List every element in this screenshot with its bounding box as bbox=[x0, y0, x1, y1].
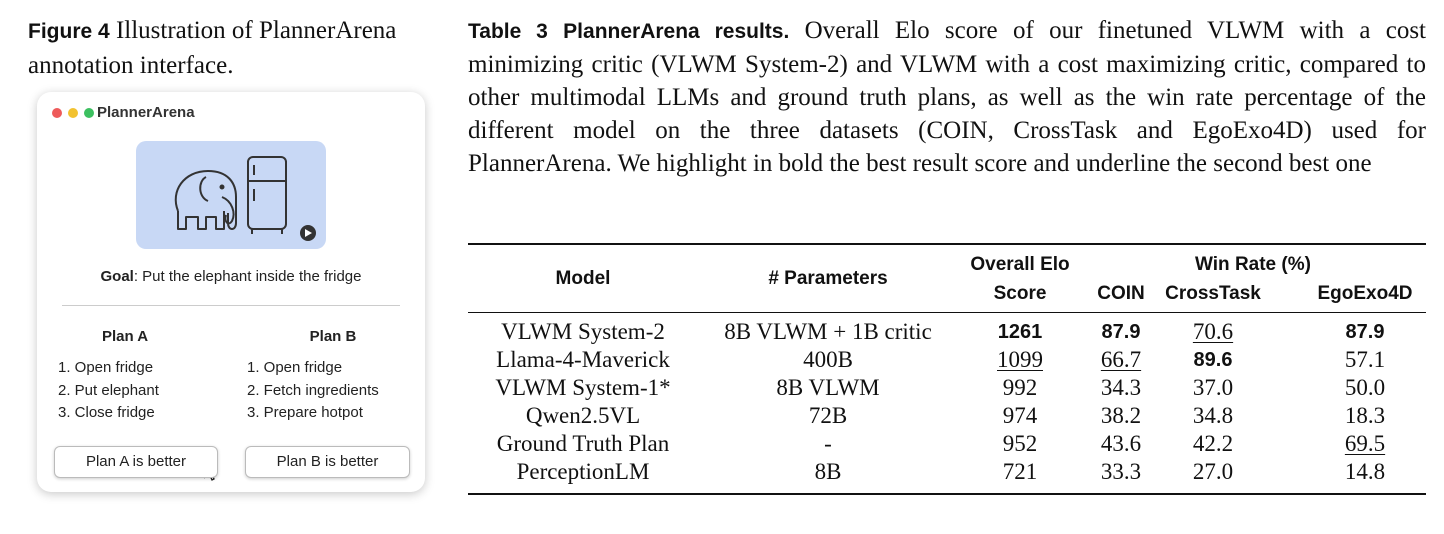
column-header: CrossTask bbox=[1165, 283, 1261, 304]
table-cell: 43.6 bbox=[1100, 431, 1142, 456]
column-header: EgoExo4D bbox=[1317, 283, 1413, 304]
goal-label: Goal bbox=[100, 268, 134, 285]
table-cell: 8B VLWM + 1B critic bbox=[724, 319, 932, 344]
table-cell: 1261 bbox=[997, 321, 1043, 343]
table-caption: Table 3 PlannerArena results. Overall El… bbox=[468, 14, 1426, 180]
table-cell: Qwen2.5VL bbox=[525, 403, 641, 428]
table-cell: 33.3 bbox=[1100, 459, 1142, 484]
table-cell: 87.9 bbox=[1345, 321, 1385, 343]
table-cell: 34.8 bbox=[1192, 403, 1234, 428]
table-cell: 42.2 bbox=[1192, 431, 1234, 456]
bottom-rule bbox=[468, 493, 1426, 495]
app-name: PlannerArena bbox=[97, 104, 195, 121]
table-cell: 89.6 bbox=[1193, 349, 1233, 371]
goal-text: : Put the elephant inside the fridge bbox=[133, 268, 362, 285]
separator bbox=[62, 305, 400, 306]
plan-step: 2. Put elephant bbox=[58, 381, 159, 399]
column-group: Win Rate (%) bbox=[1195, 254, 1311, 275]
planner-interface: PlannerArena Goal: Put the elephant insi… bbox=[37, 92, 425, 492]
table-cell: 66.7 bbox=[1100, 347, 1142, 372]
table-cell: Llama-4-Maverick bbox=[496, 347, 670, 372]
table-cell: 87.9 bbox=[1101, 321, 1141, 343]
table-cell: 72B bbox=[808, 403, 848, 428]
caption-text: Overall Elo score of our finetuned VLWM … bbox=[468, 17, 1426, 177]
table-cell: 14.8 bbox=[1344, 459, 1386, 484]
table-cell: 952 bbox=[1002, 431, 1038, 456]
top-rule bbox=[468, 243, 1426, 245]
column-header: COIN bbox=[1097, 283, 1145, 304]
column-header: Model bbox=[555, 268, 611, 289]
table-cell: Ground Truth Plan bbox=[496, 431, 670, 456]
table-cell: 974 bbox=[1002, 403, 1038, 428]
table-cell: 57.1 bbox=[1344, 347, 1386, 372]
table-cell: 27.0 bbox=[1192, 459, 1234, 484]
plan-step: 1. Open fridge bbox=[247, 359, 343, 376]
caption-text: Illustration of PlannerArena annotation … bbox=[28, 17, 397, 79]
table-cell: 1099 bbox=[997, 347, 1043, 372]
plan-title: Plan B bbox=[309, 328, 357, 345]
table-cell: 50.0 bbox=[1344, 375, 1386, 400]
vote-button[interactable]: Plan B is better bbox=[245, 446, 410, 478]
table-cell: 37.0 bbox=[1192, 375, 1234, 400]
window-dot bbox=[52, 108, 62, 118]
window-dot bbox=[68, 108, 78, 118]
table-cell: 992 bbox=[1002, 375, 1038, 400]
mid-rule bbox=[468, 312, 1426, 313]
table-cell: 8B bbox=[814, 459, 842, 484]
plan-step: 2. Fetch ingredients bbox=[247, 381, 379, 399]
plan-step: 3. Close fridge bbox=[58, 404, 155, 421]
table-title: PlannerArena results. bbox=[563, 20, 790, 43]
table-cell: 400B bbox=[803, 347, 853, 372]
table-cell: 38.2 bbox=[1100, 403, 1142, 428]
table-cell: 18.3 bbox=[1344, 403, 1386, 428]
column-header: # Parameters bbox=[768, 268, 888, 289]
plan-step: 3. Prepare hotpot bbox=[247, 404, 363, 421]
table-cell: 34.3 bbox=[1100, 375, 1142, 400]
table-cell: 70.6 bbox=[1192, 319, 1234, 344]
table-cell: VLWM System-1* bbox=[495, 375, 671, 400]
plan-title: Plan A bbox=[101, 328, 149, 345]
plan-step: 1. Open fridge bbox=[58, 359, 154, 376]
table-label: Table 3 bbox=[468, 20, 548, 43]
table-cell: 69.5 bbox=[1344, 431, 1386, 456]
illustration bbox=[136, 141, 326, 249]
vote-button[interactable]: Plan A is better bbox=[54, 446, 218, 478]
figure-label: Figure 4 bbox=[28, 20, 110, 43]
table-cell: 721 bbox=[1002, 459, 1038, 484]
table-cell: PerceptionLM bbox=[516, 459, 650, 484]
window-dot bbox=[84, 108, 94, 118]
table-cell: 8B VLWM bbox=[776, 375, 880, 400]
figure-caption: Figure 4 Illustration of PlannerArena an… bbox=[28, 14, 443, 83]
column-header: Overall Elo Score bbox=[970, 254, 1070, 304]
table-cell: - bbox=[824, 431, 832, 456]
goal: Goal: Put the elephant inside the fridge bbox=[37, 268, 425, 285]
table-cell: VLWM System-2 bbox=[501, 319, 665, 344]
